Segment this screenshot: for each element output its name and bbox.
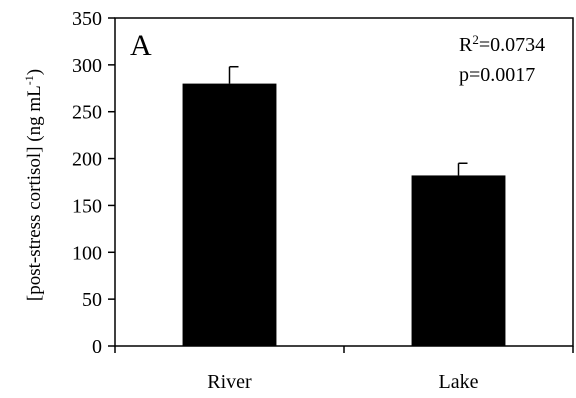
bar-river	[182, 83, 277, 346]
y-tick-label: 100	[72, 242, 102, 264]
panel-label: A	[130, 29, 152, 62]
y-tick-label: 0	[92, 336, 102, 358]
x-tick-label: Lake	[439, 371, 479, 393]
y-tick-label: 350	[72, 8, 102, 30]
y-tick-label: 200	[72, 149, 102, 171]
y-tick-label: 50	[82, 289, 102, 311]
bar-lake	[411, 175, 506, 346]
r-squared-superscript: 2	[472, 32, 479, 47]
r-squared-value: =0.0734	[479, 34, 545, 56]
y-axis-label-superscript: -1	[22, 75, 36, 85]
y-axis-label-suffix: )	[24, 69, 45, 75]
y-axis-label: [post-stress cortisol] (ng mL-1)	[22, 69, 45, 301]
p-value-annotation: p=0.0017	[459, 64, 535, 86]
y-axis-label-main: [post-stress cortisol] (ng mL	[24, 85, 45, 301]
y-tick-label: 250	[72, 102, 102, 124]
x-tick-label: River	[207, 371, 252, 393]
plot-area: 0 50 100 150 200 250 300 350 River Lake	[72, 8, 574, 393]
r-squared-letter: R	[459, 34, 473, 56]
r-squared-annotation: R2=0.0734	[459, 32, 545, 57]
y-tick-label: 300	[72, 55, 102, 77]
y-tick-label: 150	[72, 195, 102, 217]
